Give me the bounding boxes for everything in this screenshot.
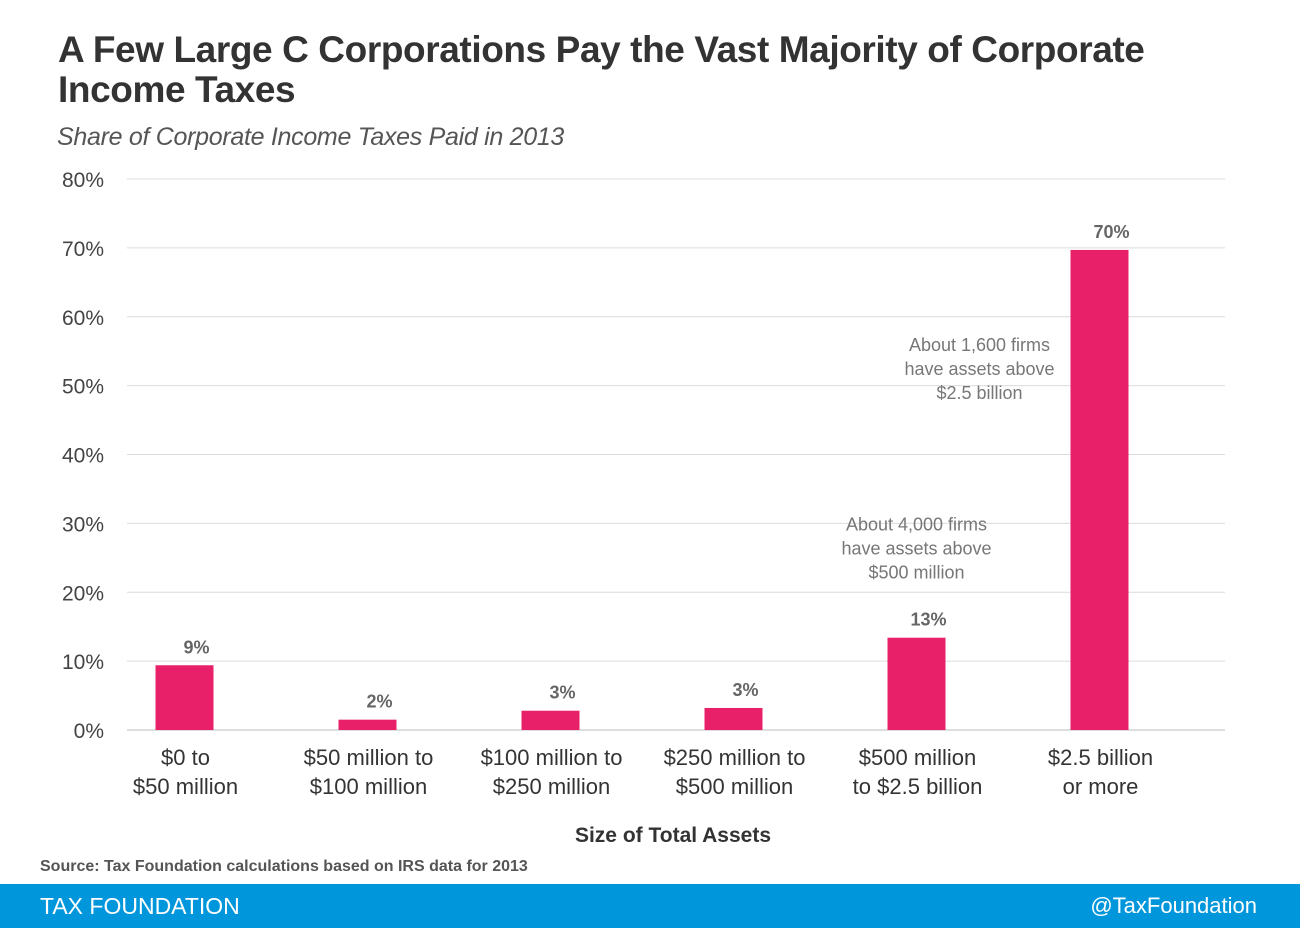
y-tick-label: 10% [62,651,104,674]
x-tick-label: $2.5 billion [1048,745,1153,770]
annotation-text: About 1,600 firms [909,335,1050,355]
y-tick-label: 80% [62,169,104,192]
bar [521,710,580,730]
data-label: 3% [732,680,758,700]
y-tick-label: 70% [62,238,104,261]
annotation-text: $2.5 billion [936,383,1022,403]
y-tick-label: 0% [74,720,104,743]
data-label: 3% [549,683,575,703]
bar [338,719,397,730]
x-tick-label: $100 million to [481,745,623,770]
data-label: 2% [366,692,392,712]
footer-handle: @TaxFoundation [1090,893,1257,918]
bar [887,637,946,730]
x-tick-label: $0 to [161,745,210,770]
chart-subtitle: Share of Corporate Income Taxes Paid in … [57,123,565,151]
x-tick-label: to $2.5 billion [853,774,983,799]
x-tick-label: $100 million [310,774,427,799]
footer-brand: TAX FOUNDATION [40,893,240,919]
y-tick-label: 50% [62,376,104,399]
y-tick-label: 20% [62,582,104,605]
y-tick-label: 60% [62,307,104,330]
bar-chart: 0% 10% 20% 30% 40% 50% 60% 70% 80% 9% $0 to $50 mil… [62,169,1225,847]
data-label: 70% [1093,222,1129,242]
x-tick-label: or more [1063,774,1139,799]
chart-title: A Few Large C Corporations Pay the Vast … [58,29,1145,110]
data-label: 9% [183,637,209,657]
footer-bar: TAX FOUNDATION @TaxFoundation [0,884,1300,928]
annotation-text: About 4,000 firms [846,514,987,534]
y-tick-label: 40% [62,445,104,468]
annotation-text: have assets above [904,359,1054,379]
x-tick-label: $500 million [676,774,793,799]
x-axis-title: Size of Total Assets [575,824,771,847]
y-tick-label: 30% [62,513,104,536]
x-tick-label: $50 million [133,774,238,799]
bar [1070,249,1129,730]
source-note: Source: Tax Foundation calculations base… [40,858,528,875]
x-tick-label: $250 million to [664,745,806,770]
annotation-text: $500 million [868,562,964,582]
annotation-text: have assets above [841,538,991,558]
x-tick-label: $50 million to [304,745,434,770]
data-label: 13% [910,610,946,630]
bar [155,665,214,730]
x-tick-label: $250 million [493,774,610,799]
x-tick-label: $500 million [859,745,976,770]
bar [704,707,763,730]
